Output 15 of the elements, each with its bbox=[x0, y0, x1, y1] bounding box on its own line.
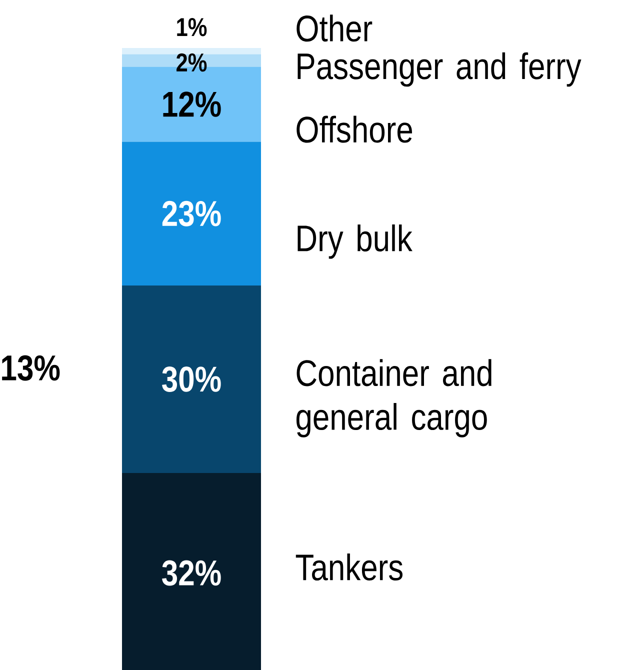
text: 13% bbox=[2, 355, 60, 381]
data-label: 30% bbox=[162, 366, 221, 392]
data-label: 32% bbox=[162, 560, 221, 586]
series-label: Container and general cargo bbox=[296, 359, 492, 438]
data-label: 1% bbox=[177, 18, 207, 36]
series-label: Dry bulk bbox=[298, 224, 412, 259]
bar bbox=[122, 48, 261, 54]
series-label: Tankers bbox=[296, 553, 403, 581]
data-label: 23% bbox=[162, 200, 221, 226]
series-label: Offshore bbox=[296, 116, 412, 143]
data-label: 12% bbox=[163, 92, 221, 117]
data-label: 2% bbox=[176, 53, 207, 72]
series-label: Passenger and ferry bbox=[298, 52, 582, 87]
series-label: Other bbox=[296, 14, 372, 42]
bar bbox=[122, 142, 261, 286]
